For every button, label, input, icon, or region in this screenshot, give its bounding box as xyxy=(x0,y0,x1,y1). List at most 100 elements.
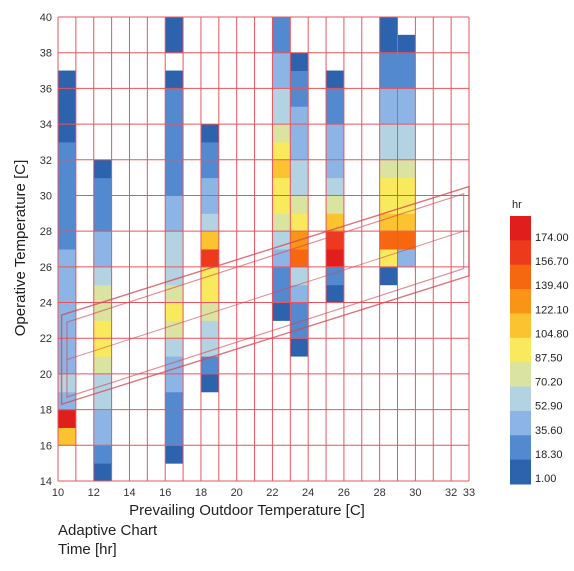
legend-swatch xyxy=(510,240,531,266)
heatmap-cell xyxy=(165,373,184,393)
heatmap-cell xyxy=(397,141,416,161)
heatmap-cell xyxy=(290,213,309,232)
heatmap-cell xyxy=(290,159,309,179)
heatmap-cell xyxy=(397,52,416,72)
legend-swatch xyxy=(510,459,531,485)
color-legend: hr 174.00 156.70 139.40 122.10 104.80 87.50 70… xyxy=(510,199,569,485)
heatmap-cell xyxy=(165,88,184,107)
heatmap-cell xyxy=(272,195,291,214)
heatmap-cell xyxy=(165,70,184,89)
y-tick-label: 30 xyxy=(40,190,52,202)
heatmap-cell xyxy=(93,249,112,268)
heatmap-cell xyxy=(58,213,76,232)
heatmap-cell xyxy=(379,266,398,286)
heatmap-cell xyxy=(93,338,112,357)
heatmap-cell xyxy=(290,302,309,321)
heatmap-cell xyxy=(93,373,112,393)
legend-swatch xyxy=(510,386,531,412)
heatmap-cell xyxy=(397,195,416,214)
heatmap-cell xyxy=(326,284,344,304)
heatmap-cell xyxy=(58,141,76,161)
heatmap-cell xyxy=(58,70,76,89)
heatmap-cell xyxy=(290,249,309,268)
heatmap-cell xyxy=(397,88,416,107)
x-axis-label: Prevailing Outdoor Temperature [C] xyxy=(129,502,365,519)
heatmap-cell xyxy=(93,266,112,286)
heatmap-cell xyxy=(165,141,184,161)
heatmap-cell xyxy=(326,249,344,268)
heatmap-cell xyxy=(379,88,398,107)
heatmap-cell xyxy=(397,159,416,179)
heatmap-cell xyxy=(200,231,219,250)
legend-swatch xyxy=(510,410,531,436)
y-tick-label: 36 xyxy=(40,83,52,95)
chart-caption-subtitle: Time [hr] xyxy=(58,541,117,558)
heatmap-cell xyxy=(272,177,291,196)
heatmap-cell xyxy=(397,70,416,89)
heatmap-cell xyxy=(93,195,112,214)
heatmap-cell xyxy=(290,52,309,72)
y-tick-label: 38 xyxy=(40,48,52,60)
y-tick-label: 24 xyxy=(40,298,52,310)
heatmap-cell xyxy=(200,338,219,357)
x-tick-label: 28 xyxy=(374,487,386,499)
heatmap-cell xyxy=(379,159,398,179)
heatmap-cell xyxy=(379,106,398,125)
heatmap-cell xyxy=(165,159,184,179)
heatmap-cell xyxy=(326,141,344,161)
heatmap-cell xyxy=(326,70,344,89)
heatmap-cell xyxy=(200,124,219,143)
heatmap-cell xyxy=(272,141,291,161)
legend-label: 174.00 xyxy=(535,232,569,244)
heatmap-cell xyxy=(379,124,398,143)
heatmap-cell xyxy=(397,213,416,232)
heatmap-cell xyxy=(379,231,398,250)
neutral-temperature-line xyxy=(66,230,464,361)
heatmap-cell xyxy=(326,266,344,286)
legend-label: 18.30 xyxy=(535,449,563,461)
heatmap-cell xyxy=(290,177,309,196)
heatmap-cell xyxy=(397,249,416,268)
heatmap-cell xyxy=(93,427,112,446)
heatmap-cell xyxy=(200,177,219,196)
chart-grid xyxy=(57,16,470,482)
x-tick-label: 20 xyxy=(231,487,243,499)
comfort-band xyxy=(60,185,470,406)
heatmap-cells xyxy=(58,17,416,482)
heatmap-cell xyxy=(272,266,291,286)
heatmap-cell xyxy=(272,34,291,54)
heatmap-cell xyxy=(165,302,184,321)
heatmap-cell xyxy=(58,195,76,214)
legend-label: 156.70 xyxy=(535,256,569,268)
heatmap-cell xyxy=(290,88,309,107)
heatmap-cell xyxy=(58,427,76,446)
heatmap-cell xyxy=(93,356,112,375)
heatmap-cell xyxy=(165,17,184,36)
heatmap-cell xyxy=(272,70,291,89)
heatmap-cell xyxy=(165,249,184,268)
x-tick-label: 14 xyxy=(123,487,135,499)
x-tick-label: 12 xyxy=(88,487,100,499)
heatmap-cell xyxy=(58,231,76,250)
y-tick-label: 32 xyxy=(40,155,52,167)
heatmap-cell xyxy=(379,177,398,196)
heatmap-cell xyxy=(379,52,398,72)
heatmap-cell xyxy=(165,124,184,143)
heatmap-cell xyxy=(290,195,309,214)
legend-label: 35.60 xyxy=(535,425,563,437)
y-tick-label: 18 xyxy=(40,405,52,417)
heatmap-cell xyxy=(165,195,184,214)
heatmap-cell xyxy=(290,106,309,125)
legend-label: 104.80 xyxy=(535,328,569,340)
y-tick-label: 20 xyxy=(40,369,52,381)
heatmap-cell xyxy=(200,213,219,232)
heatmap-cell xyxy=(58,409,76,428)
heatmap-cell xyxy=(326,88,344,107)
heatmap-cell xyxy=(93,231,112,250)
heatmap-cell xyxy=(58,124,76,143)
comfort-band-outer xyxy=(60,185,470,406)
heatmap-cell xyxy=(272,284,291,304)
heatmap-cell xyxy=(272,52,291,72)
heatmap-cell xyxy=(93,177,112,196)
heatmap-cell xyxy=(58,302,76,321)
